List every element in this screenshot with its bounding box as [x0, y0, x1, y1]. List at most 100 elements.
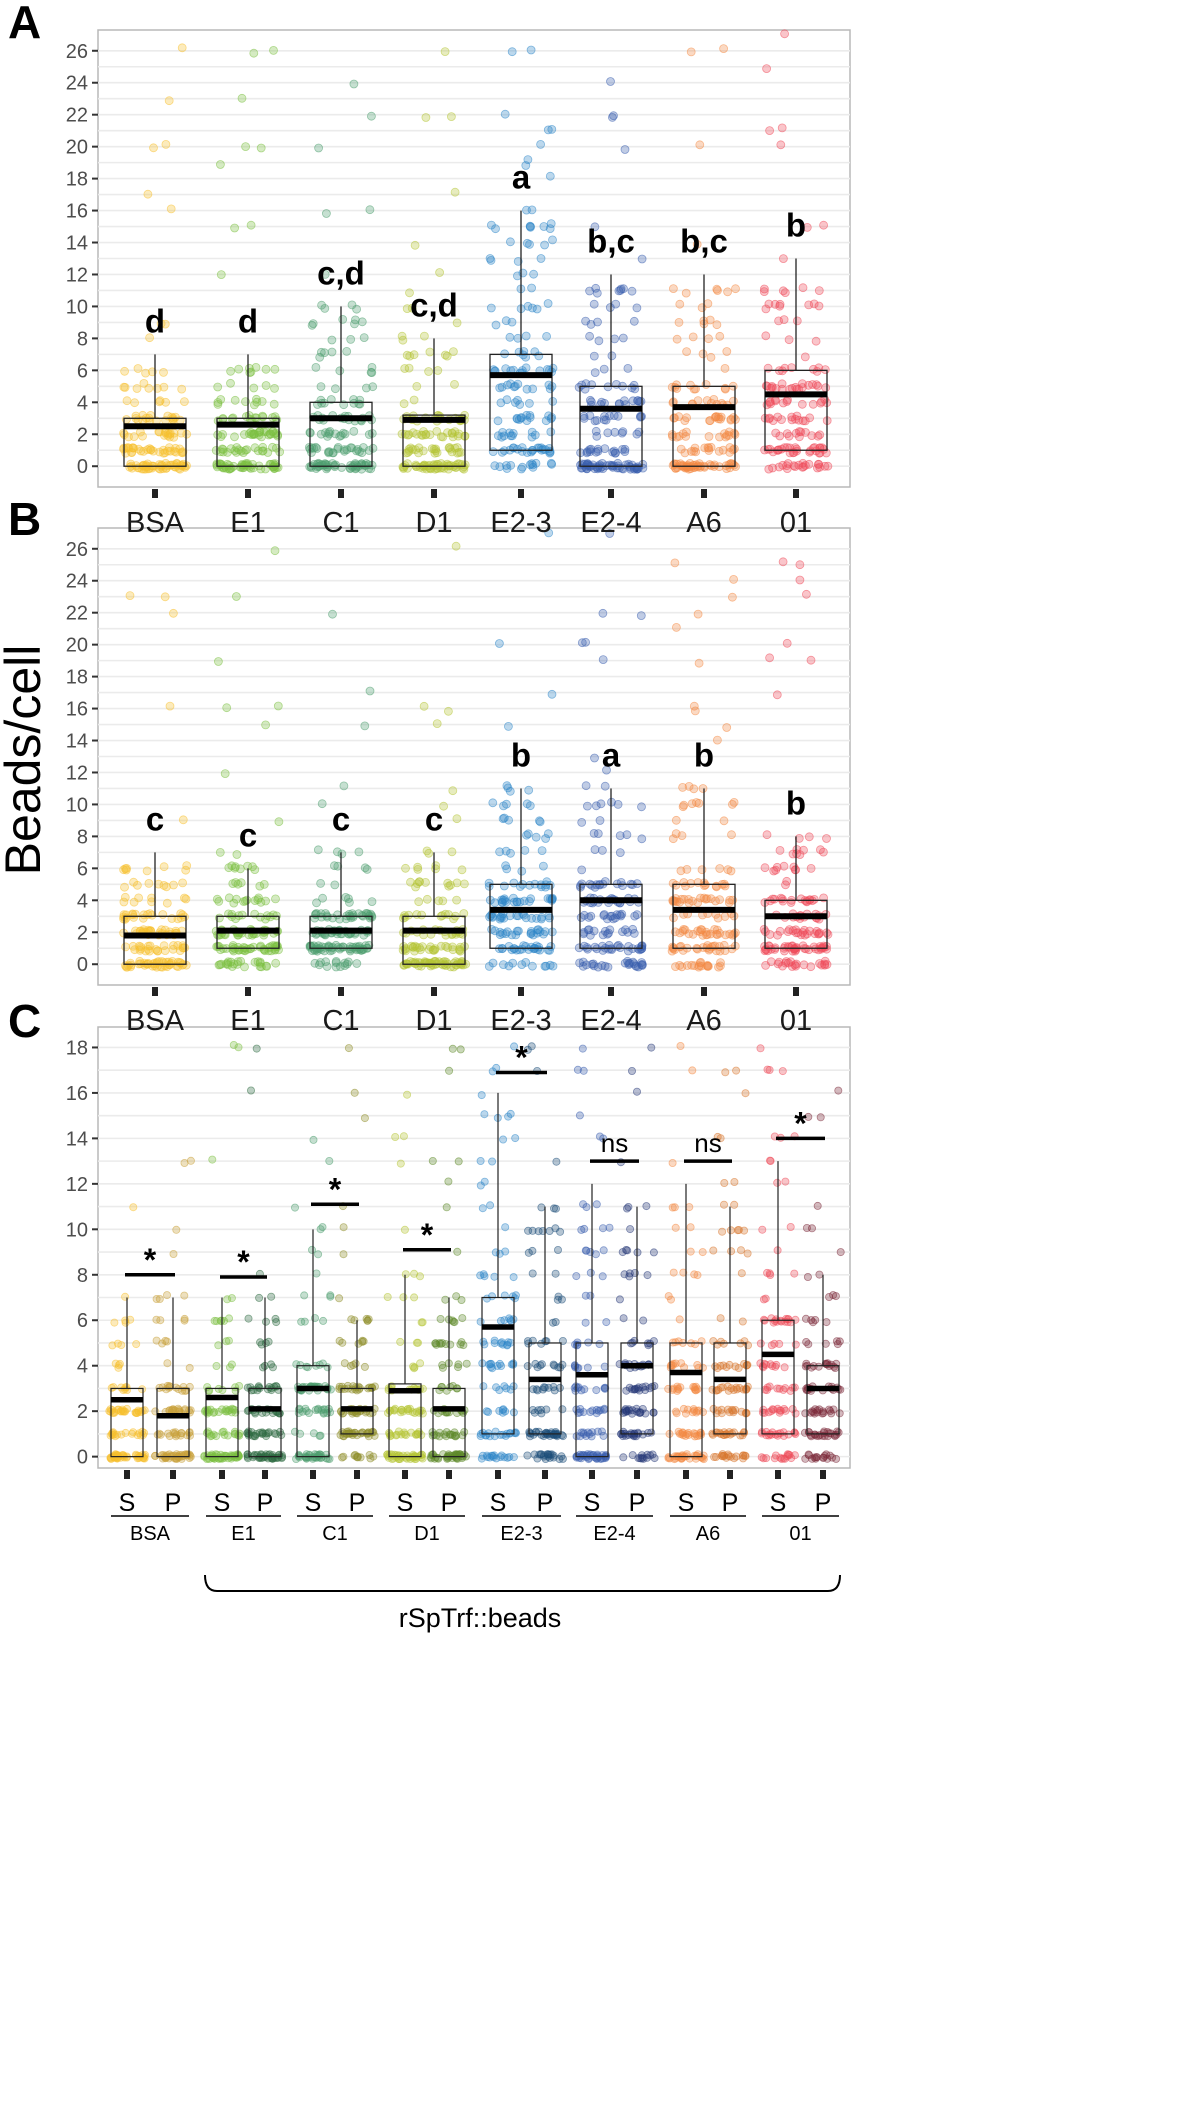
- data-point: [635, 1408, 644, 1417]
- data-point: [502, 395, 512, 405]
- x-category-label: BSA: [126, 1005, 185, 1037]
- data-point: [558, 1405, 567, 1414]
- data-point: [507, 317, 517, 327]
- x-category-label: 01: [780, 1005, 812, 1037]
- data-point: [552, 1157, 561, 1166]
- data-point: [627, 286, 637, 296]
- x-category-label: E2-3: [490, 1005, 551, 1037]
- data-point: [575, 958, 584, 968]
- data-point: [600, 1384, 609, 1393]
- data-point: [524, 785, 534, 795]
- data-point: [686, 1223, 695, 1232]
- data-point: [261, 720, 271, 730]
- data-point: [531, 832, 541, 842]
- data-point: [488, 1157, 497, 1166]
- x-category-label: E2-3: [490, 507, 551, 539]
- data-point: [539, 222, 549, 231]
- data-point: [177, 43, 187, 53]
- data-point: [536, 139, 545, 149]
- x-tick-mark: [608, 489, 614, 498]
- data-point: [406, 877, 415, 887]
- data-point: [522, 238, 532, 248]
- data-point: [592, 1200, 601, 1209]
- data-point: [248, 942, 258, 952]
- data-point: [514, 926, 523, 936]
- data-point: [498, 929, 508, 938]
- data-point: [619, 284, 628, 294]
- data-point: [544, 1383, 553, 1392]
- data-point: [709, 1246, 718, 1255]
- data-point: [546, 427, 556, 437]
- data-point: [774, 462, 784, 472]
- data-point: [528, 1406, 537, 1415]
- data-point: [327, 335, 337, 345]
- data-point: [690, 706, 700, 716]
- data-point: [223, 1295, 232, 1304]
- data-point: [315, 1360, 324, 1369]
- y-tick-label: 8: [77, 1265, 88, 1287]
- data-point: [523, 1337, 532, 1346]
- data-point: [525, 897, 534, 906]
- data-point: [177, 1450, 186, 1459]
- data-point: [551, 1318, 560, 1327]
- data-point: [129, 913, 139, 922]
- data-point: [270, 383, 279, 393]
- data-point: [781, 880, 790, 890]
- data-point: [356, 1453, 365, 1462]
- data-point: [704, 961, 713, 971]
- data-point: [639, 1316, 648, 1325]
- data-point: [517, 944, 527, 954]
- data-point: [537, 846, 547, 855]
- data-point: [502, 464, 512, 473]
- data-point: [135, 945, 145, 955]
- data-point: [495, 1359, 504, 1368]
- data-point: [118, 1407, 127, 1416]
- data-point: [647, 1428, 656, 1437]
- data-point: [485, 254, 495, 263]
- group-label: E2-3: [500, 1523, 542, 1545]
- data-point: [226, 378, 235, 388]
- y-tick-label: 4: [77, 1356, 88, 1378]
- data-point: [695, 140, 705, 150]
- data-point: [215, 848, 225, 857]
- data-point: [212, 894, 222, 904]
- significance-letter: c: [239, 816, 257, 853]
- data-point: [762, 830, 772, 840]
- data-point: [161, 415, 171, 425]
- data-point: [527, 459, 537, 469]
- data-point: [368, 382, 378, 392]
- data-point: [343, 957, 353, 967]
- y-tick-label: 0: [77, 1447, 88, 1469]
- data-point: [403, 430, 413, 440]
- data-point: [792, 316, 802, 326]
- data-point: [599, 1246, 608, 1255]
- x-category-label: D1: [415, 1005, 452, 1037]
- data-point: [498, 1340, 507, 1349]
- data-point: [620, 1270, 629, 1279]
- data-point: [618, 881, 627, 890]
- data-point: [583, 801, 592, 811]
- sub-label-p: P: [722, 1489, 739, 1517]
- data-point: [165, 701, 175, 711]
- data-point: [579, 1451, 588, 1460]
- data-point: [479, 1337, 488, 1346]
- data-point: [179, 893, 189, 903]
- data-point: [556, 1227, 565, 1236]
- data-point: [548, 961, 558, 971]
- data-point: [462, 1359, 471, 1368]
- data-point: [664, 1292, 673, 1301]
- data-point: [318, 893, 328, 903]
- data-point: [247, 430, 257, 440]
- data-point: [547, 124, 557, 134]
- x-category-label: 01: [780, 507, 812, 539]
- data-point: [581, 316, 590, 326]
- data-point: [743, 1382, 752, 1391]
- y-tick-label: 2: [77, 1401, 88, 1423]
- y-tick-label: 10: [66, 794, 88, 816]
- data-point: [820, 365, 830, 375]
- data-point: [599, 1224, 608, 1233]
- data-point: [764, 464, 774, 474]
- data-point: [336, 431, 346, 440]
- data-point: [292, 1360, 301, 1369]
- data-point: [595, 816, 605, 825]
